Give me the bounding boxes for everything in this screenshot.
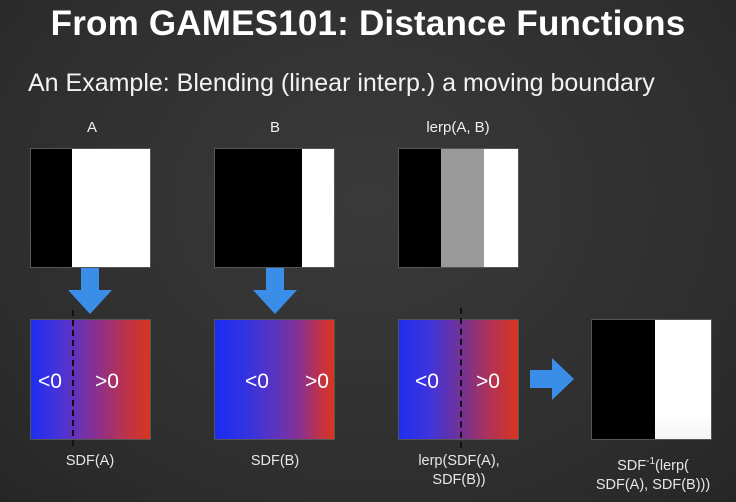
caption-lerp-sdf: lerp(SDF(A), SDF(B))	[400, 452, 518, 490]
sdf-neg-label: <0	[245, 370, 269, 393]
caption-inverse-line2: SDF(A), SDF(B)))	[595, 476, 711, 493]
label-lerp: lerp(A, B)	[426, 119, 490, 136]
sdf-b-panel: <0 >0	[214, 319, 335, 440]
sdf-pos-label: >0	[95, 370, 119, 393]
sdf-pos-label: >0	[476, 370, 500, 393]
caption-inverse-sdf: SDF-1(lerp( SDF(A), SDF(B)))	[580, 452, 726, 495]
image-lerp	[398, 148, 519, 268]
arrow-down-icon	[253, 268, 297, 314]
sdf-a-panel: <0 >0	[30, 310, 151, 446]
sdf-neg-label: <0	[38, 370, 62, 393]
label-a: A	[86, 119, 97, 136]
sdf-lerp-panel: <0 >0	[398, 308, 519, 448]
caption-inverse-line1: SDF-1(lerp(	[617, 456, 689, 474]
caption-lerp-line1: lerp(SDF(A),	[418, 453, 500, 469]
caption-sdf-b: SDF(B)	[250, 453, 300, 469]
caption-sdf-a: SDF(A)	[65, 453, 115, 469]
sdf-pos-label: >0	[305, 370, 329, 393]
image-result	[591, 319, 712, 440]
sdf-neg-label: <0	[415, 370, 439, 393]
caption-lerp-line2: SDF(B))	[432, 472, 486, 488]
image-a	[30, 148, 151, 268]
arrow-right-icon	[530, 358, 574, 400]
slide-title: From GAMES101: Distance Functions	[50, 4, 686, 43]
slide-subtitle: An Example: Blending (linear interp.) a …	[28, 69, 655, 97]
arrow-down-icon	[68, 268, 112, 314]
image-b	[214, 148, 335, 268]
label-b: B	[269, 119, 280, 136]
